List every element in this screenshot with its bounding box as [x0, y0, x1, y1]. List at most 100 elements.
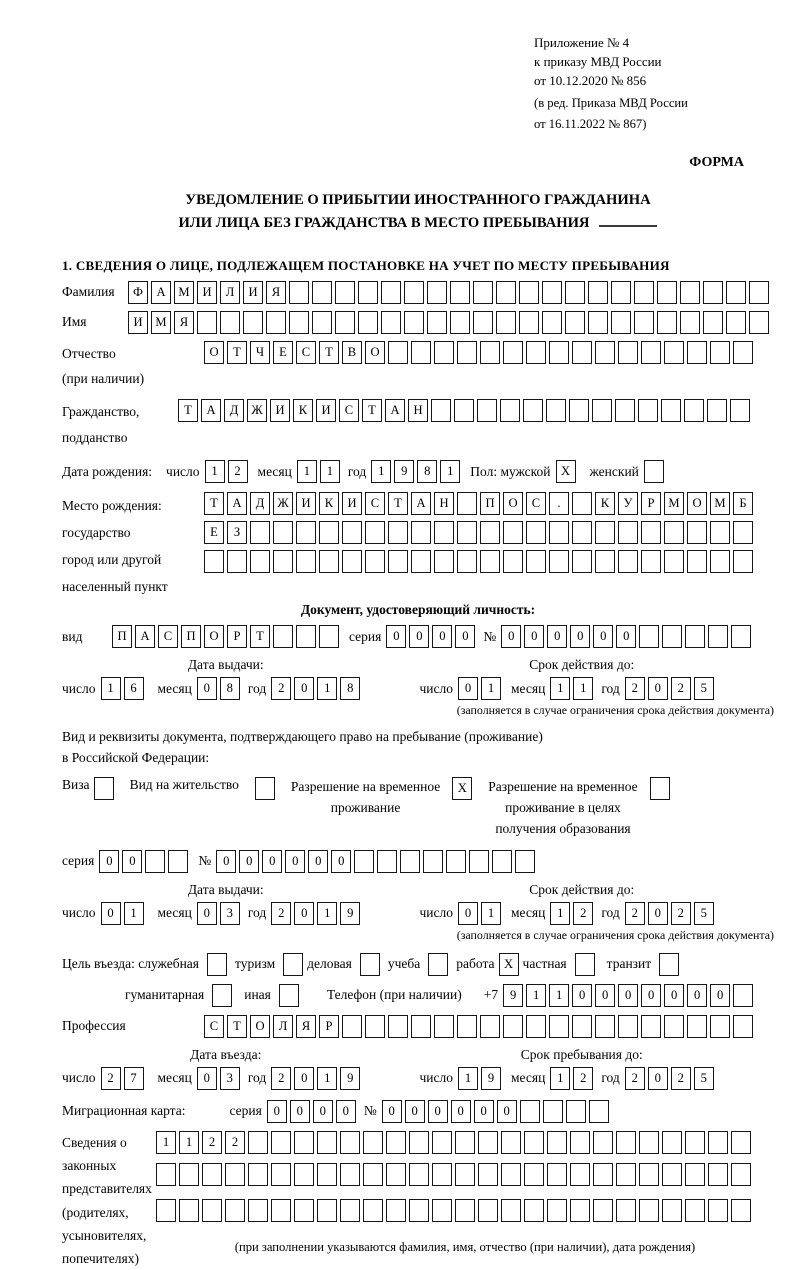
cell[interactable] — [731, 1198, 751, 1222]
cell[interactable] — [680, 310, 700, 334]
purpose-business-checkbox[interactable] — [359, 952, 380, 976]
cell[interactable] — [409, 1162, 429, 1186]
cell[interactable] — [685, 625, 706, 649]
cell[interactable]: Ф — [128, 280, 148, 304]
cell[interactable]: И — [197, 280, 217, 304]
cell[interactable] — [639, 1162, 659, 1186]
birthplace-row3[interactable] — [204, 550, 753, 574]
cell[interactable]: 0 — [427, 1099, 448, 1123]
cell[interactable] — [618, 340, 638, 364]
cell[interactable]: 0 — [122, 849, 143, 873]
cell[interactable] — [496, 310, 516, 334]
cell[interactable]: 0 — [501, 625, 522, 649]
cell[interactable] — [542, 1099, 563, 1123]
cell[interactable]: В — [342, 340, 362, 364]
cell[interactable]: 8 — [340, 677, 361, 701]
cell[interactable]: 9 — [481, 1066, 502, 1090]
cell[interactable] — [294, 1130, 314, 1154]
cell[interactable]: X — [555, 460, 576, 484]
cell[interactable] — [480, 340, 500, 364]
cell[interactable] — [427, 280, 447, 304]
cell[interactable]: 0 — [331, 849, 352, 873]
cell[interactable] — [250, 521, 270, 545]
cell[interactable] — [473, 310, 493, 334]
cell[interactable] — [730, 399, 750, 422]
cell[interactable]: С — [296, 340, 316, 364]
cell[interactable] — [388, 550, 408, 574]
cell[interactable]: 5 — [693, 901, 714, 925]
cell[interactable] — [524, 1198, 544, 1222]
cell[interactable]: 2 — [624, 901, 645, 925]
cell[interactable] — [365, 521, 385, 545]
cell[interactable] — [404, 280, 424, 304]
cell[interactable] — [409, 1198, 429, 1222]
cell[interactable]: 1 — [179, 1130, 199, 1154]
cell[interactable] — [500, 399, 520, 422]
cell[interactable] — [616, 1130, 636, 1154]
cell[interactable]: 0 — [687, 983, 708, 1007]
cell[interactable]: О — [365, 340, 385, 364]
cell[interactable] — [434, 521, 454, 545]
cell[interactable] — [411, 521, 431, 545]
cell[interactable] — [204, 550, 224, 574]
cell[interactable] — [386, 1198, 406, 1222]
cell[interactable] — [179, 1198, 199, 1222]
cell[interactable]: 0 — [409, 625, 430, 649]
cell[interactable] — [542, 310, 562, 334]
cell[interactable] — [588, 310, 608, 334]
cell[interactable]: 2 — [670, 1066, 691, 1090]
cell[interactable]: П — [181, 625, 201, 649]
cell[interactable]: 0 — [99, 849, 120, 873]
cell[interactable] — [248, 1162, 268, 1186]
cell[interactable]: Т — [178, 399, 198, 422]
cell[interactable] — [434, 340, 454, 364]
cell[interactable] — [659, 952, 680, 976]
cell[interactable] — [457, 550, 477, 574]
cell[interactable] — [473, 280, 493, 304]
cell[interactable] — [611, 310, 631, 334]
cell[interactable] — [641, 340, 661, 364]
cell[interactable] — [480, 521, 500, 545]
cell[interactable] — [684, 399, 704, 422]
cell[interactable]: Р — [319, 1014, 339, 1038]
cell[interactable] — [733, 550, 753, 574]
cell[interactable] — [457, 492, 477, 516]
cell[interactable] — [749, 310, 769, 334]
cell[interactable]: Ж — [273, 492, 293, 516]
cell[interactable] — [501, 1130, 521, 1154]
cell[interactable]: 2 — [624, 677, 645, 701]
cell[interactable]: Ж — [247, 399, 267, 422]
cell[interactable] — [593, 1130, 613, 1154]
cell[interactable] — [572, 1014, 592, 1038]
purpose-work-checkbox[interactable]: X — [498, 952, 519, 976]
cell[interactable] — [312, 310, 332, 334]
cell[interactable]: 0 — [593, 625, 614, 649]
cell[interactable]: 1 — [100, 677, 121, 701]
cell[interactable] — [524, 1162, 544, 1186]
cell[interactable] — [639, 1198, 659, 1222]
cell[interactable]: Ч — [250, 340, 270, 364]
cell[interactable] — [450, 280, 470, 304]
cell[interactable]: 0 — [547, 625, 568, 649]
cell[interactable]: Т — [227, 1014, 247, 1038]
cell[interactable] — [411, 1014, 431, 1038]
cell[interactable] — [641, 550, 661, 574]
cell[interactable] — [342, 1014, 362, 1038]
cell[interactable]: А — [135, 625, 155, 649]
cell[interactable] — [340, 1130, 360, 1154]
cell[interactable]: 0 — [100, 901, 121, 925]
cell[interactable]: 0 — [196, 677, 217, 701]
cell[interactable] — [296, 521, 316, 545]
cell[interactable] — [289, 310, 309, 334]
cell[interactable] — [638, 399, 658, 422]
cell[interactable]: 0 — [647, 677, 668, 701]
cell[interactable] — [354, 849, 375, 873]
cell[interactable] — [687, 340, 707, 364]
sex-male-checkbox[interactable]: X — [555, 460, 576, 484]
